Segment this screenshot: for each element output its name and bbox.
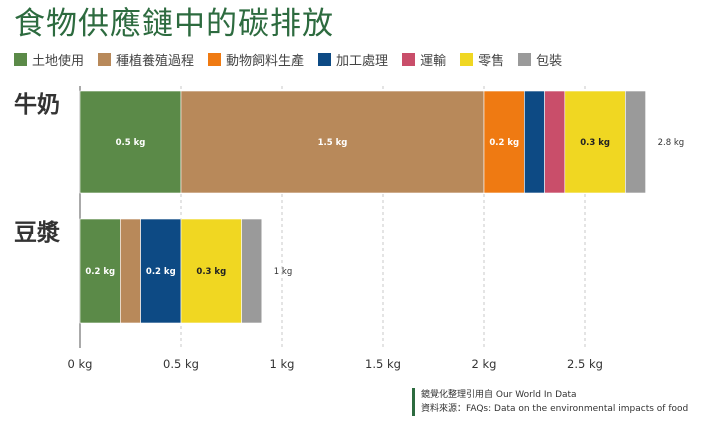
data-label: 0.3 kg bbox=[580, 138, 610, 148]
legend-swatch bbox=[14, 53, 27, 66]
x-tick-label: 2.5 kg bbox=[567, 357, 603, 371]
legend-label: 土地使用 bbox=[32, 54, 85, 69]
total-label: 2.8 kg bbox=[658, 138, 685, 148]
legend-swatch bbox=[518, 53, 532, 66]
data-label: 0.3 kg bbox=[196, 267, 226, 277]
source-note: 鏡覺化整理引用自 Our World In Data 資料來源：FAQs: Da… bbox=[412, 388, 688, 416]
bar-segment bbox=[79, 90, 182, 194]
bar-segment bbox=[241, 218, 263, 324]
data-label: 0.2 kg bbox=[85, 267, 115, 277]
legend-item: 運輸 bbox=[402, 50, 446, 69]
data-label: 1.5 kg bbox=[318, 138, 348, 148]
legend-label: 種植養殖過程 bbox=[116, 54, 195, 69]
x-tick-label: 0.5 kg bbox=[163, 357, 199, 371]
bar-segment bbox=[544, 90, 566, 194]
data-label: 0.2 kg bbox=[489, 138, 519, 148]
bar-segment bbox=[625, 90, 646, 194]
legend-swatch bbox=[402, 53, 416, 66]
bar-segment bbox=[483, 90, 525, 194]
bar-segment bbox=[140, 218, 182, 324]
bar-segment bbox=[180, 90, 485, 194]
legend-label: 包裝 bbox=[536, 54, 563, 69]
legend-swatch bbox=[318, 53, 332, 66]
data-label: 0.2 kg bbox=[146, 267, 176, 277]
bar-segment bbox=[120, 218, 141, 324]
legend-swatch bbox=[98, 53, 112, 66]
bar-segment bbox=[79, 218, 121, 324]
legend-item: 種植養殖過程 bbox=[98, 50, 194, 69]
x-tick-label: 1.5 kg bbox=[365, 357, 401, 371]
total-label: 1 kg bbox=[274, 267, 292, 277]
legend-swatch bbox=[208, 53, 222, 66]
legend-item: 包裝 bbox=[518, 50, 562, 69]
category-label: 牛奶 bbox=[14, 92, 60, 118]
x-tick-label: 0 kg bbox=[68, 357, 93, 371]
source-line-1: 鏡覺化整理引用自 Our World In Data bbox=[421, 390, 577, 400]
x-tick-label: 2 kg bbox=[472, 357, 497, 371]
chart-title: 食物供應鏈中的碳排放 bbox=[14, 6, 334, 42]
legend-item: 動物飼料生產 bbox=[208, 50, 304, 69]
legend: 土地使用 種植養殖過程 動物飼料生產 加工處理 運輸 零售 包裝 bbox=[14, 50, 562, 69]
legend-swatch bbox=[460, 53, 474, 66]
legend-label: 運輸 bbox=[420, 54, 447, 69]
source-line-2: 資料來源：FAQs: Data on the environmental imp… bbox=[421, 404, 689, 414]
legend-item: 零售 bbox=[460, 50, 504, 69]
x-tick-label: 1 kg bbox=[270, 357, 295, 371]
bar-segment bbox=[524, 90, 545, 194]
legend-label: 加工處理 bbox=[336, 54, 389, 69]
legend-item: 加工處理 bbox=[318, 50, 388, 69]
bar-segment bbox=[564, 90, 626, 194]
category-label: 豆漿 bbox=[14, 220, 60, 246]
data-label: 0.5 kg bbox=[116, 138, 146, 148]
legend-label: 零售 bbox=[478, 54, 505, 69]
legend-label: 動物飼料生產 bbox=[226, 54, 305, 69]
legend-item: 土地使用 bbox=[14, 50, 84, 69]
